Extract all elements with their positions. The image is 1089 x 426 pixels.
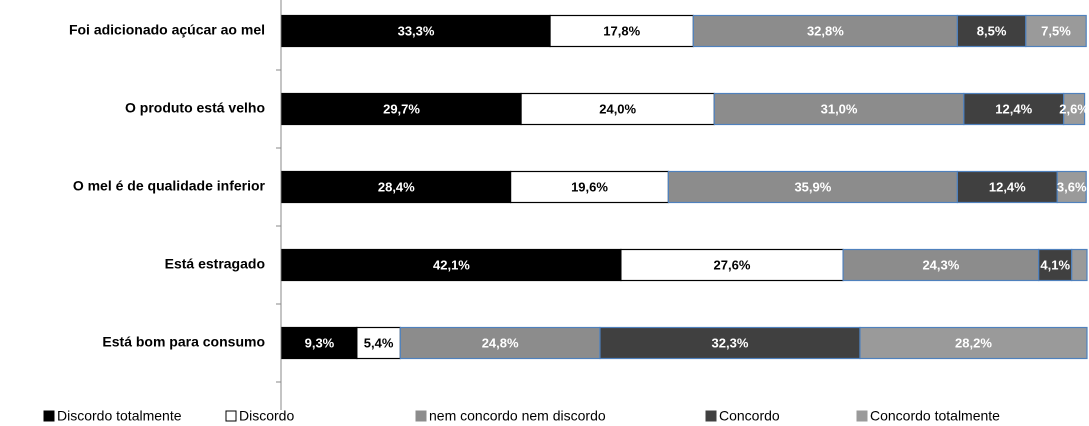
legend-label: nem concordo nem discordo [429,408,606,424]
legend-label: Concordo totalmente [870,408,1000,424]
value-label: 32,8% [807,23,844,38]
value-label: 4,1% [1040,257,1070,272]
value-label: 7,5% [1041,23,1071,38]
bar-segment [1063,92,1086,126]
value-label: 12,4% [989,179,1026,194]
value-label: 8,5% [977,23,1007,38]
legend-swatch [43,410,55,422]
value-label: 29,7% [383,101,420,116]
value-label: 24,0% [599,101,636,116]
legend-label: Concordo [719,408,780,424]
legend-swatch [705,410,717,422]
bar-segment [281,14,551,48]
bar-segment [281,248,622,282]
value-label: 3,6% [1057,179,1087,194]
value-label: 24,8% [482,335,519,350]
value-label: 24,3% [922,257,959,272]
category-label: Foi adicionado açúcar ao mel [69,22,265,38]
value-label: 31,0% [821,101,858,116]
value-label: 17,8% [603,23,640,38]
bar-segment [842,248,1040,282]
bar-segment [963,92,1065,126]
value-label: 28,4% [378,179,415,194]
value-label: 27,6% [714,257,751,272]
legend-swatch [225,410,237,422]
bar-segment [713,92,965,126]
bar-segment [859,326,1088,360]
value-label: 9,3% [305,335,335,350]
bar-segment [956,14,1027,48]
bar-segment [520,92,715,126]
bar-segment [599,326,861,360]
value-label: 19,6% [571,179,608,194]
category-label: Está estragado [165,256,265,272]
value-label: 28,2% [955,335,992,350]
value-label: 12,4% [995,101,1032,116]
value-label: 32,3% [712,335,749,350]
category-label: O produto está velho [125,100,265,116]
category-label: Está bom para consumo [102,334,265,350]
value-label: 33,3% [398,23,435,38]
value-label: 5,4% [364,335,394,350]
bar-segment [956,170,1058,204]
bar-segment [510,170,669,204]
legend-label: Discordo totalmente [57,408,182,424]
value-label: 35,9% [794,179,831,194]
bar-segment [399,326,601,360]
bar-segment [1038,248,1073,282]
bar-segment [281,92,522,126]
legend-label: Discordo [239,408,294,424]
bar-segment [1071,248,1088,282]
bar-segment [1056,170,1087,204]
bar-segment [1025,14,1087,48]
value-label: 42,1% [433,257,470,272]
bar-segment [620,248,844,282]
legend-swatch [415,410,427,422]
value-label: 2,6% [1059,101,1089,116]
legend-swatch [856,410,868,422]
bar-segment [281,170,512,204]
category-label: O mel é de qualidade inferior [73,178,266,194]
